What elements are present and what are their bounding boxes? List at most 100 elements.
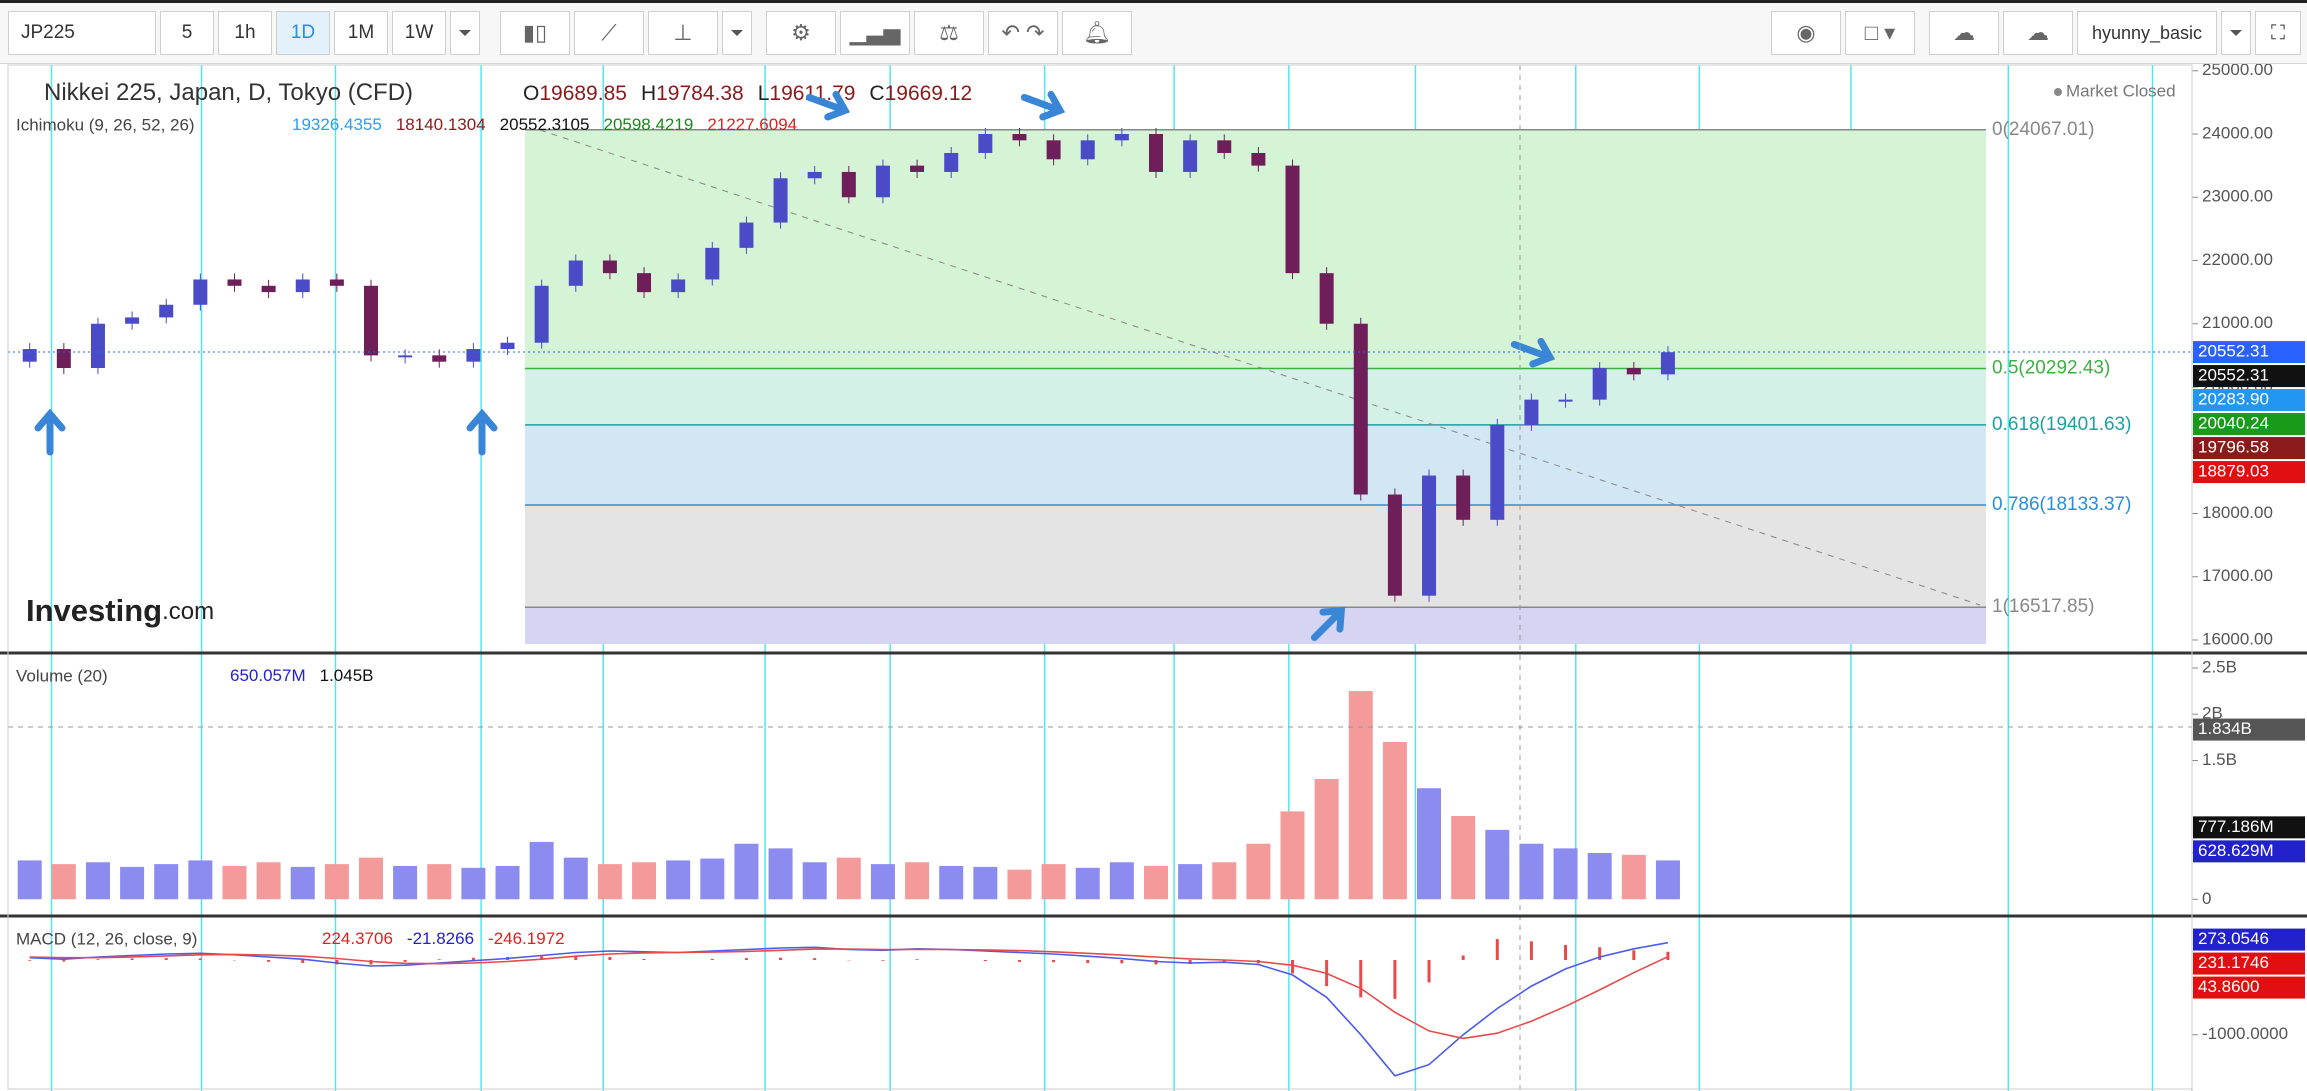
interval-dropdown[interactable] <box>450 11 480 55</box>
interval-button[interactable]: 5 <box>160 11 214 55</box>
macd-line <box>29 948 1669 1040</box>
histogram-bar <box>1393 959 1397 999</box>
status-dot <box>2054 88 2062 96</box>
volume-bar <box>1587 853 1612 900</box>
compare-button[interactable]: ⚖ <box>914 11 984 55</box>
watermark-suffix: .com <box>162 598 214 625</box>
snapshot-button[interactable]: ◉ <box>1771 11 1841 55</box>
indicator-value: -21.8266 <box>407 929 474 948</box>
line-chart-button[interactable]: ⟋ <box>574 11 644 55</box>
indicator-values: 19326.4355 18140.1304 20552.3105 20598.4219… <box>292 115 797 134</box>
interval-button[interactable]: 1D <box>276 11 330 55</box>
price-tag-label: 18879.03 <box>2198 462 2269 481</box>
fib-zone <box>525 424 1986 506</box>
volume-bar <box>324 864 349 900</box>
volume-bar <box>393 865 418 900</box>
candle-body <box>125 317 140 324</box>
user-dropdown[interactable] <box>2221 11 2251 55</box>
histogram-bar <box>1359 959 1363 998</box>
drawing-button[interactable]: ⊥ <box>648 11 718 55</box>
volume-bar <box>1075 867 1100 900</box>
candle-body <box>329 279 344 286</box>
candle-body <box>1353 323 1368 495</box>
histogram-bar <box>1291 959 1295 974</box>
histogram-bar <box>1598 947 1602 960</box>
histogram-bar <box>1052 959 1056 963</box>
histogram-bar <box>62 959 66 962</box>
volume-bar <box>427 864 452 900</box>
save-button[interactable]: ☁ <box>2003 11 2073 55</box>
price-tag <box>2193 413 2305 436</box>
user-menu[interactable]: hyunny_basic <box>2077 11 2217 55</box>
interval-button[interactable]: 1M <box>334 11 388 55</box>
drawing-dropdown[interactable] <box>722 11 752 55</box>
chart-header: Nikkei 225, Japan, D, Tokyo (CFD) <box>44 79 413 106</box>
histogram-bar <box>437 959 441 960</box>
price-tag <box>2193 816 2305 839</box>
candle-body <box>739 222 754 248</box>
price-tag <box>2193 976 2305 999</box>
candle-body <box>1114 134 1129 141</box>
volume-bar <box>1212 862 1237 900</box>
candle-body <box>500 342 515 350</box>
interval-button[interactable]: 1W <box>392 11 446 55</box>
candle-body <box>1456 475 1471 520</box>
load-button[interactable]: ☁ <box>1929 11 1999 55</box>
candle-body <box>910 165 925 172</box>
histogram-bar <box>1120 959 1124 964</box>
fullscreen-button[interactable]: ⛶ <box>2255 11 2301 55</box>
interval-button[interactable]: 1h <box>218 11 272 55</box>
histogram-bar <box>1461 955 1465 960</box>
y-tick-label: 21000.00 <box>2202 313 2273 332</box>
volume-bar <box>939 865 964 900</box>
volume-bar <box>905 862 930 900</box>
histogram-bar <box>96 959 100 960</box>
histogram-bar <box>744 958 748 960</box>
histogram-bar <box>1632 950 1636 960</box>
candle-body <box>1422 475 1437 596</box>
histogram-bar <box>1529 941 1533 960</box>
histogram-bar <box>1188 959 1192 965</box>
candle-body <box>1012 134 1027 141</box>
undo-redo-button[interactable]: ↶ ↷ <box>988 11 1058 55</box>
alert-button[interactable]: 🔔︎ <box>1062 11 1132 55</box>
histogram-bar <box>1086 959 1090 963</box>
candle-body <box>841 171 856 198</box>
histogram-bar <box>130 958 134 960</box>
histogram-bar <box>983 959 987 962</box>
price-tag-label: 1.834B <box>2198 719 2252 738</box>
symbol-input[interactable]: JP225 <box>8 11 156 55</box>
histogram-bar <box>301 959 305 963</box>
price-tag-label: 777.186M <box>2198 817 2274 836</box>
histogram-bar <box>813 958 817 960</box>
histogram-bar <box>779 957 783 960</box>
price-tag <box>2193 341 2305 364</box>
volume-bar <box>17 860 42 900</box>
candle-body <box>261 285 276 293</box>
price-tag <box>2193 389 2305 412</box>
volume-bar <box>1417 788 1442 900</box>
candle-body <box>1046 140 1061 160</box>
candle-body <box>875 165 890 198</box>
indicators-button[interactable]: ▁▃▅ <box>840 11 910 55</box>
histogram-bar <box>608 956 612 960</box>
layout-button[interactable]: □ ▾ <box>1845 11 1915 55</box>
fib-label: 0(24067.01) <box>1992 119 2094 140</box>
volume-bar <box>1655 860 1680 900</box>
histogram-bar <box>1222 959 1226 963</box>
candles-button[interactable]: ▮▯ <box>500 11 570 55</box>
volume-bar <box>1280 811 1305 900</box>
indicator-value: 19326.4355 <box>292 115 382 134</box>
macd-line <box>29 941 1669 1077</box>
toolbar: JP225 5 1h 1D 1M 1W ▮▯ ⟋ ⊥ ⚙ ▁▃▅ ⚖ ↶ ↷ 🔔… <box>0 0 2307 64</box>
candle-body <box>671 279 686 293</box>
indicator-value: 1.045B <box>320 666 374 685</box>
y-tick-label: 25000.00 <box>2202 60 2273 79</box>
histogram-bar <box>198 958 202 960</box>
indicator-value: 20552.3105 <box>500 115 590 134</box>
candle-body <box>159 304 174 318</box>
volume-bar <box>700 858 725 900</box>
settings-button[interactable]: ⚙ <box>766 11 836 55</box>
indicator-name: Ichimoku (9, 26, 52, 26) <box>16 115 195 134</box>
candle-body <box>1660 352 1675 375</box>
